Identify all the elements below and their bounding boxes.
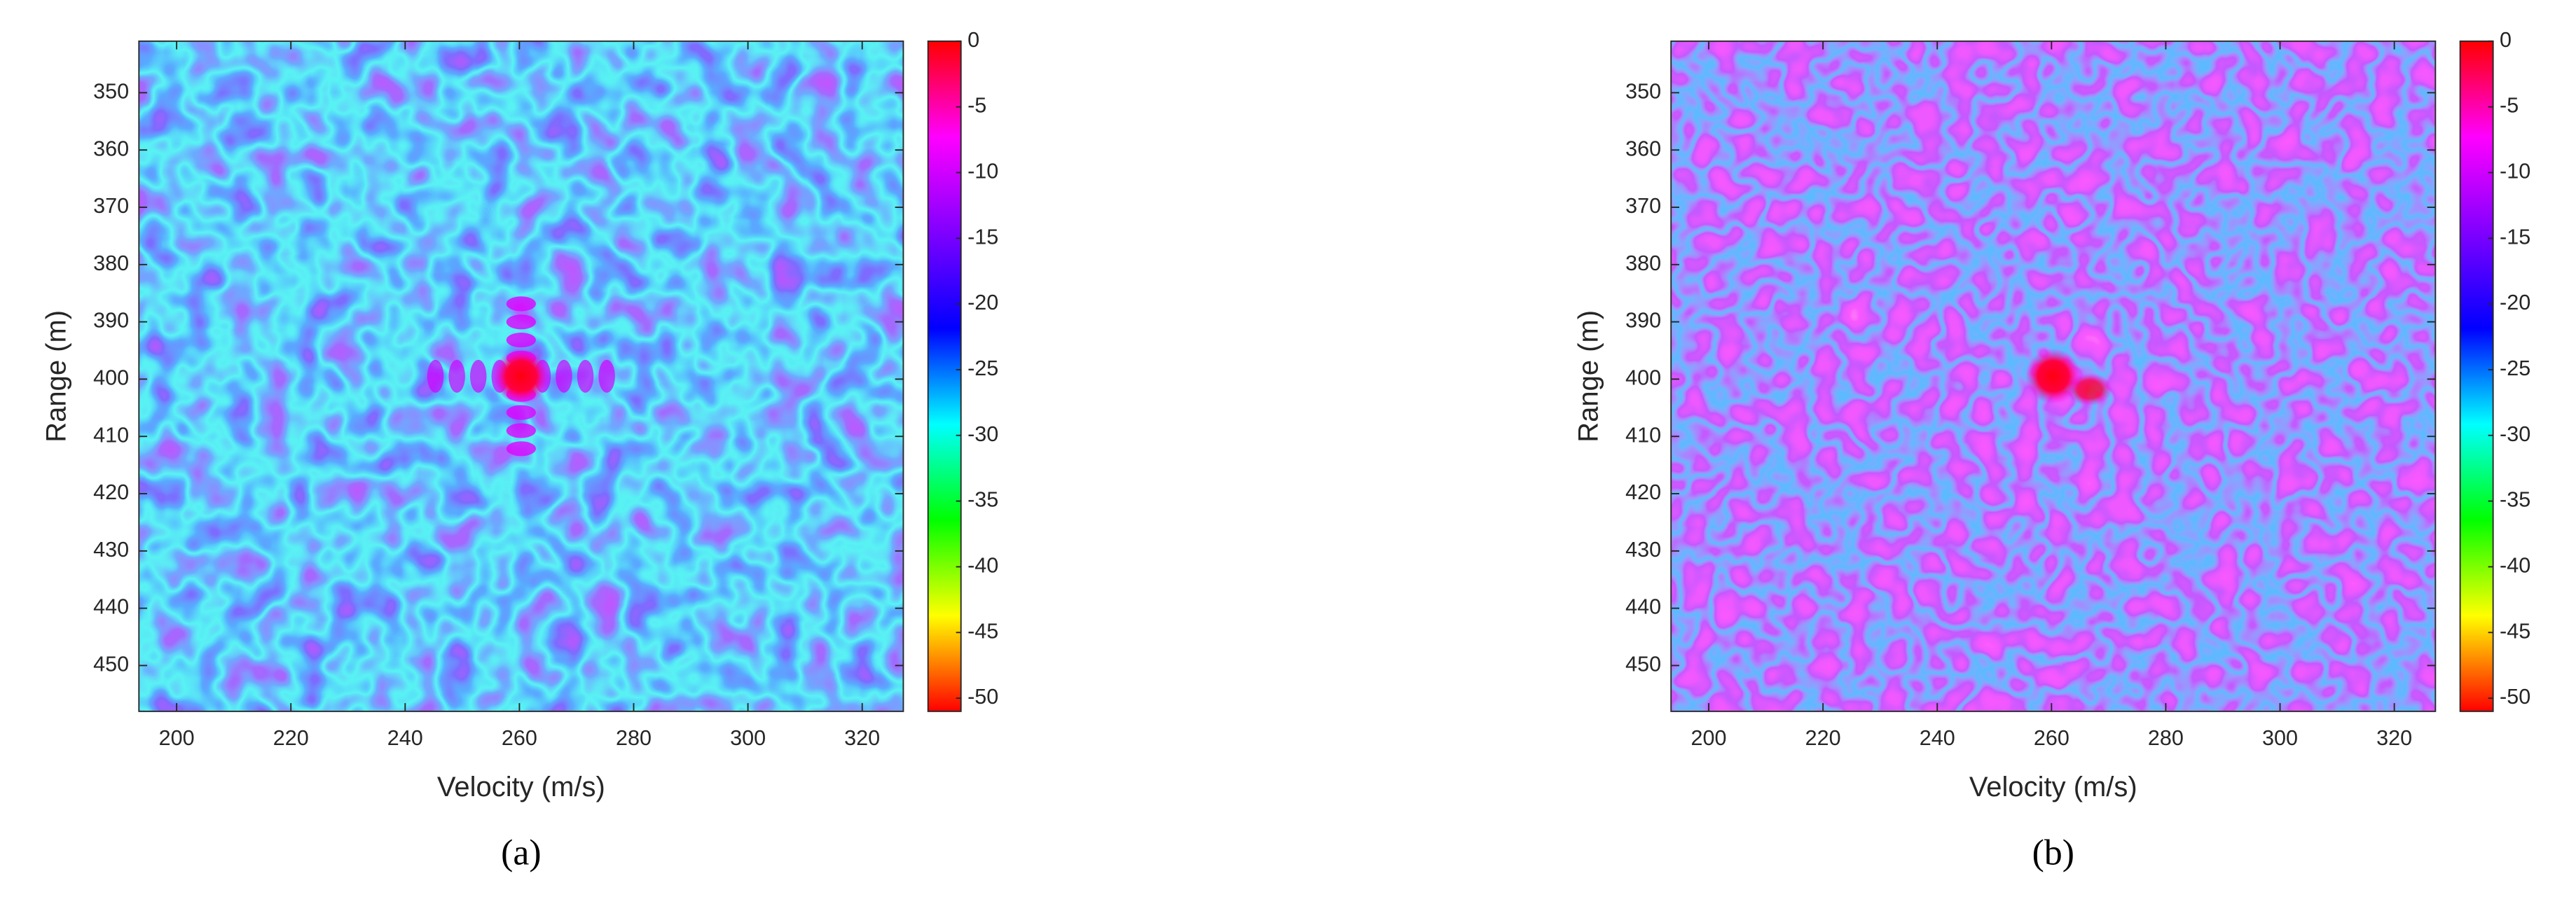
colorbar-tick-label: -50: [967, 685, 998, 709]
sidelobe: [506, 423, 537, 438]
y-tick-label: 410: [1625, 423, 1661, 447]
sidelobe: [556, 359, 572, 393]
colorbar-tick-label: -40: [2500, 554, 2530, 578]
x-tick-label: 260: [502, 726, 537, 750]
x-tick-label: 300: [730, 726, 766, 750]
colorbar-tick-label: -15: [2500, 225, 2530, 249]
y-tick-label: 370: [1625, 194, 1661, 218]
y-tick-label: 440: [1625, 595, 1661, 619]
y-tick-label: 350: [93, 79, 129, 103]
y-tick-label: 380: [1625, 251, 1661, 275]
sidelobe: [598, 359, 615, 393]
colorbar-tick-label: -30: [2500, 422, 2530, 446]
plot-frame: [138, 40, 904, 712]
colorbar-tick-label: -5: [2500, 94, 2519, 118]
colorbar-tick-label: -25: [2500, 356, 2530, 380]
plot-frame: [1670, 40, 2437, 712]
colorbar-tick-label: -25: [967, 356, 998, 380]
y-tick-label: 370: [93, 194, 129, 218]
x-tick-label: 200: [159, 726, 195, 750]
x-axis-label: Velocity (m/s): [1969, 772, 2137, 802]
sidelobe: [506, 296, 537, 312]
x-tick-label: 220: [273, 726, 309, 750]
y-tick-label: 430: [93, 538, 129, 562]
y-tick-label: 400: [1625, 366, 1661, 389]
x-tick-label: 280: [616, 726, 652, 750]
sidelobe: [427, 359, 444, 393]
colorbar-tick-label: -10: [967, 160, 998, 183]
sidelobe: [506, 333, 537, 348]
x-tick-label: 240: [387, 726, 423, 750]
colorbar-tick-label: -10: [2500, 160, 2530, 183]
y-tick-label: 350: [1625, 79, 1661, 103]
colorbar-tick-label: 0: [2500, 28, 2512, 52]
panel-label: (a): [501, 833, 541, 873]
y-tick-label: 400: [93, 366, 129, 389]
x-tick-label: 220: [1805, 726, 1841, 750]
y-tick-label: 410: [93, 423, 129, 447]
colorbar: [927, 40, 962, 712]
colorbar-tick-label: 0: [967, 28, 979, 52]
y-tick-label: 380: [93, 251, 129, 275]
sidelobe: [469, 359, 487, 393]
peak: [2025, 348, 2081, 405]
x-axis-label: Velocity (m/s): [437, 772, 605, 802]
y-tick-label: 360: [1625, 137, 1661, 160]
y-tick-label: 430: [1625, 538, 1661, 562]
sidelobe: [506, 441, 537, 457]
colorbar-tick-label: -5: [967, 94, 986, 118]
y-tick-label: 420: [93, 480, 129, 504]
y-tick-label: 390: [1625, 309, 1661, 333]
y-tick-label: 390: [93, 309, 129, 333]
x-tick-label: 280: [2148, 726, 2184, 750]
colorbar-tick-label: -50: [2500, 685, 2530, 709]
colorbar-tick-label: -35: [967, 488, 998, 512]
colorbar-tick-label: -40: [967, 554, 998, 578]
x-tick-label: 320: [844, 726, 880, 750]
colorbar-tick-label: -35: [2500, 488, 2530, 512]
colorbar-tick-label: -15: [967, 225, 998, 249]
colorbar-tick-label: -45: [967, 619, 998, 643]
sidelobe: [506, 405, 537, 420]
peak: [493, 348, 549, 405]
colorbar: [2459, 40, 2494, 712]
sidelobe: [448, 359, 465, 393]
sidelobe: [577, 359, 594, 393]
x-tick-label: 300: [2262, 726, 2298, 750]
colorbar-tick-label: -30: [967, 422, 998, 446]
x-tick-label: 260: [2034, 726, 2069, 750]
x-tick-label: 200: [1691, 726, 1727, 750]
colorbar-tick-label: -45: [2500, 619, 2530, 643]
sidelobe: [506, 314, 537, 330]
y-tick-label: 420: [1625, 480, 1661, 504]
colorbar-tick-label: -20: [967, 291, 998, 314]
x-tick-label: 240: [1920, 726, 1955, 750]
y-tick-label: 450: [1625, 653, 1661, 676]
y-axis-label: Range (m): [1573, 310, 1604, 443]
y-axis-label: Range (m): [41, 310, 72, 443]
y-tick-label: 450: [93, 653, 129, 676]
x-tick-label: 320: [2376, 726, 2412, 750]
y-tick-label: 360: [93, 137, 129, 160]
y-tick-label: 440: [93, 595, 129, 619]
panel-label: (b): [2032, 833, 2074, 873]
colorbar-tick-label: -20: [2500, 291, 2530, 314]
